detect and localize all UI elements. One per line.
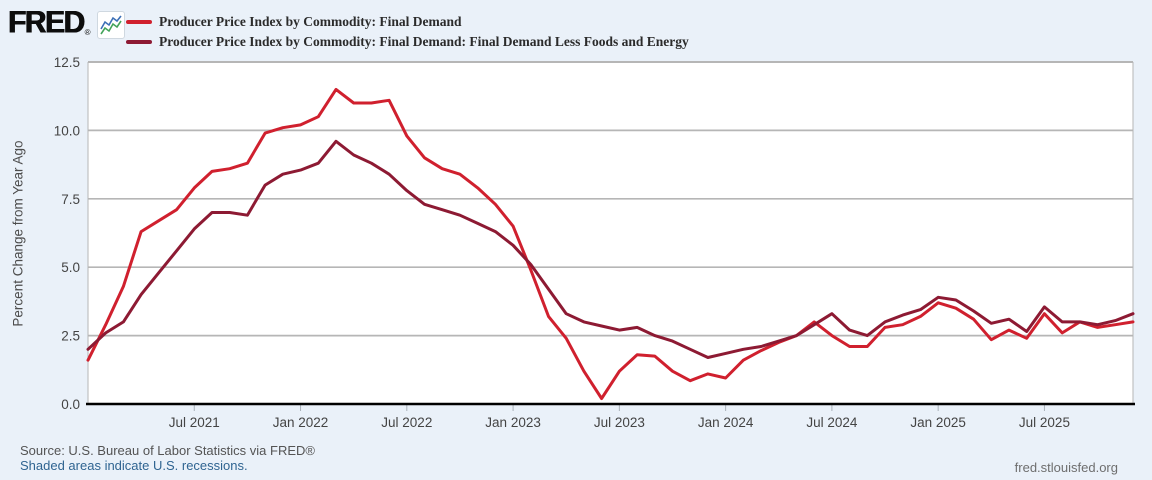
legend-swatch-final-demand — [126, 20, 152, 24]
chart-legend: Producer Price Index by Commodity: Final… — [126, 12, 689, 52]
y-tick-label: 7.5 — [61, 192, 80, 207]
plot-area[interactable] — [88, 62, 1133, 404]
x-tick-label: Jul 2023 — [594, 415, 645, 430]
series-line-final-demand[interactable] — [86, 87, 1135, 400]
series-line-core[interactable] — [86, 139, 1135, 359]
legend-item-final-demand: Producer Price Index by Commodity: Final… — [126, 12, 689, 32]
x-tick-label: Jul 2022 — [381, 415, 432, 430]
x-tick-label: Jan 2022 — [273, 415, 329, 430]
legend-swatch-core — [126, 40, 152, 44]
y-tick-label: 12.5 — [54, 55, 80, 70]
registered-trademark: ® — [84, 28, 91, 37]
fred-logo: FRED — [8, 5, 85, 40]
fred-site-link[interactable]: fred.stlouisfed.org — [1014, 460, 1118, 475]
x-tick-label: Jul 2021 — [169, 415, 220, 430]
recessions-link[interactable]: Shaded areas indicate U.S. recessions. — [20, 458, 248, 473]
y-tick-label: 0.0 — [61, 397, 80, 412]
fred-branding[interactable]: FRED ® — [8, 5, 125, 40]
sparkline-icon — [99, 15, 122, 35]
x-tick-label: Jul 2025 — [1019, 415, 1070, 430]
x-tick-label: Jan 2024 — [698, 415, 754, 430]
y-axis-title: Percent Change from Year Ago — [10, 140, 26, 327]
x-tick-label: Jul 2024 — [806, 415, 858, 430]
x-tick-label: Jan 2023 — [485, 415, 541, 430]
y-tick-label: 10.0 — [54, 123, 80, 138]
fred-sparkline-icon — [96, 11, 125, 39]
legend-item-core: Producer Price Index by Commodity: Final… — [126, 32, 689, 52]
legend-label-core: Producer Price Index by Commodity: Final… — [159, 34, 689, 49]
x-tick-label: Jan 2025 — [910, 415, 966, 430]
source-note: Source: U.S. Bureau of Labor Statistics … — [20, 443, 315, 458]
y-tick-label: 5.0 — [61, 260, 80, 275]
y-tick-label: 2.5 — [61, 329, 80, 344]
legend-label-final-demand: Producer Price Index by Commodity: Final… — [159, 14, 462, 29]
